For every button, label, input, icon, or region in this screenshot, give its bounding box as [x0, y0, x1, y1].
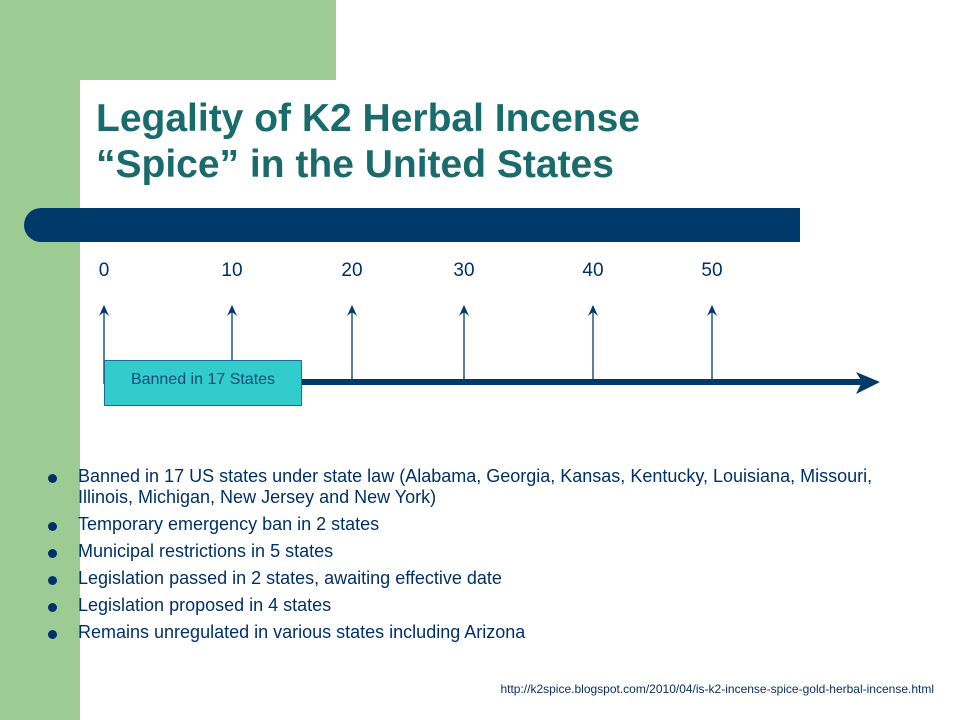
list-item: Banned in 17 US states under state law (… [48, 466, 908, 508]
list-item: Temporary emergency ban in 2 states [48, 514, 908, 535]
source-link[interactable]: http://k2spice.blogspot.com/2010/04/is-k… [500, 682, 934, 696]
tick-label-40: 40 [582, 260, 603, 281]
tick-label-10: 10 [221, 260, 242, 281]
tick-arrow-head-10 [227, 305, 237, 316]
tick-label-30: 30 [453, 260, 474, 281]
tick-arrow-head-0 [99, 305, 109, 316]
tick-label-20: 20 [341, 260, 362, 281]
list-item: Municipal restrictions in 5 states [48, 541, 908, 562]
title-line-2: “Spice” in the United States [96, 143, 614, 186]
tick-label-50: 50 [701, 260, 722, 281]
tick-label-0: 0 [99, 260, 110, 281]
title-underline-bar [24, 208, 800, 242]
timeline-arrowhead [856, 372, 880, 394]
decorative-green-corner [80, 0, 336, 80]
title-line-1: Legality of K2 Herbal Incense [96, 97, 641, 140]
banned-range-box: Banned in 17 States [104, 360, 302, 406]
tick-arrow-head-30 [459, 305, 469, 316]
list-item: Legislation proposed in 4 states [48, 595, 908, 616]
list-item: Remains unregulated in various states in… [48, 622, 908, 643]
decorative-rounded-corner [80, 80, 200, 200]
decorative-green-strip [0, 0, 80, 720]
bullet-list: Banned in 17 US states under state law (… [48, 466, 908, 649]
tick-arrow-head-40 [588, 305, 598, 316]
tick-arrow-head-20 [347, 305, 357, 316]
list-item: Legislation passed in 2 states, awaiting… [48, 568, 908, 589]
timeline-diagram: 0 10 20 30 40 50 [99, 260, 880, 394]
slide-title: Legality of K2 Herbal Incense “Spice” in… [96, 96, 856, 188]
tick-arrow-head-50 [707, 305, 717, 316]
